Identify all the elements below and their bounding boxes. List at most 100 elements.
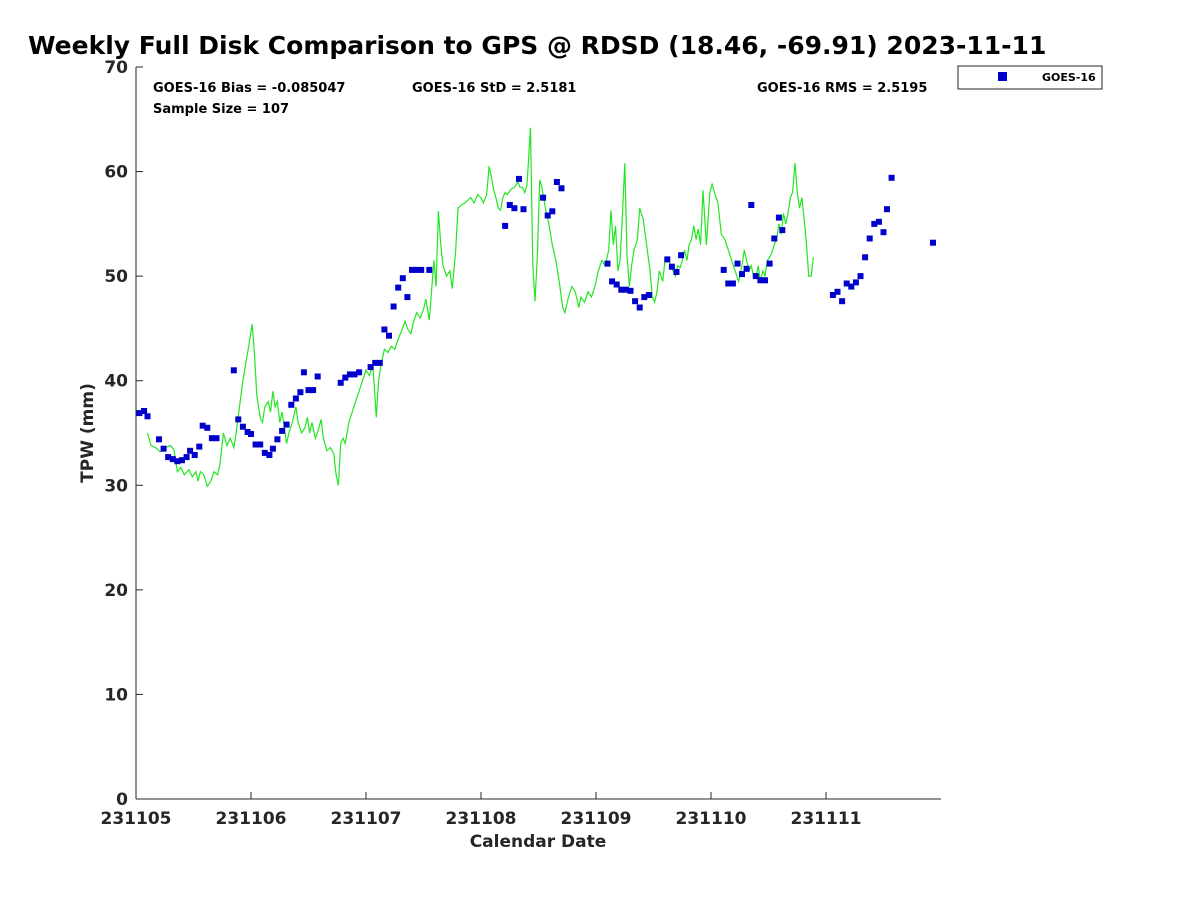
goes-16-point — [213, 435, 220, 442]
goes-16-point — [342, 374, 349, 381]
goes-16-point — [144, 413, 151, 420]
goes-16-point — [613, 281, 620, 288]
gps-series-line — [146, 127, 814, 488]
goes-16-point — [852, 279, 859, 286]
goes-16-point — [729, 280, 736, 287]
goes-16-point — [757, 277, 764, 284]
goes-16-point — [395, 284, 402, 291]
goes-16-point — [310, 387, 317, 394]
goes-16-point — [244, 429, 251, 435]
goes-16-point — [734, 260, 741, 267]
goes-16-point — [673, 269, 680, 275]
goes-16-point — [664, 256, 671, 263]
goes-16-point — [866, 235, 873, 242]
x-tick-label: 231106 — [216, 809, 287, 829]
goes-16-point — [399, 275, 406, 282]
goes-16-point — [762, 277, 768, 284]
goes-16-point — [743, 265, 750, 272]
goes-16-point — [725, 280, 732, 287]
x-axis-label: Calendar Date — [470, 832, 607, 852]
goes-16-point — [261, 449, 268, 456]
goes-16-point — [618, 286, 625, 293]
x-tick-label: 231108 — [446, 809, 517, 829]
sample-size-stat: Sample Size = 107 — [153, 102, 289, 117]
goes-16-point — [199, 422, 206, 429]
goes-16-point — [248, 431, 254, 437]
goes-16-point — [848, 283, 855, 290]
goes-16-point — [179, 457, 185, 464]
chart-title: Weekly Full Disk Comparison to GPS @ RDS… — [28, 31, 1046, 60]
legend-marker — [998, 72, 1007, 81]
y-tick-label: 10 — [104, 685, 128, 705]
goes-16-point — [668, 263, 675, 270]
goes-16-point — [386, 332, 392, 339]
goes-16-point — [839, 298, 846, 305]
y-tick-label: 0 — [116, 790, 128, 810]
goes-16-point — [314, 373, 321, 380]
goes-16-point — [884, 206, 890, 213]
goes-16-point — [351, 371, 358, 378]
goes-16-point — [283, 421, 290, 428]
goes-16-point — [857, 273, 864, 280]
goes-16-point — [300, 369, 307, 376]
goes-16-point — [372, 359, 379, 366]
y-tick-label: 70 — [104, 58, 128, 78]
goes-16-point — [549, 208, 556, 215]
goes-16-point — [337, 379, 344, 386]
y-tick-label: 40 — [104, 372, 128, 392]
goes-16-point — [141, 408, 148, 414]
goes-16-point — [720, 266, 727, 273]
goes-16-point — [775, 214, 782, 221]
goes-16-point — [678, 252, 685, 259]
goes-16-point — [752, 273, 759, 280]
x-tick-label: 231110 — [676, 809, 747, 829]
goes-16-point — [288, 401, 295, 408]
goes-16-point — [540, 194, 547, 201]
goes-16-point — [239, 423, 246, 430]
goes-16-point — [641, 294, 648, 301]
goes-16-point — [136, 410, 143, 417]
goes-16-point — [502, 222, 509, 229]
goes-16-point — [627, 287, 634, 294]
goes-16-point — [413, 266, 420, 273]
goes-16-point — [257, 441, 264, 448]
goes-16-point — [843, 280, 850, 287]
goes-16-point — [511, 205, 518, 212]
y-tick-label: 30 — [104, 476, 128, 496]
goes-16-point — [930, 239, 936, 246]
x-tick-label: 231111 — [791, 809, 862, 829]
goes-16-point — [748, 202, 755, 208]
goes-16-point — [235, 416, 242, 423]
goes-16-point — [252, 441, 259, 448]
goes-16-point — [888, 174, 895, 181]
goes-16-point — [544, 212, 551, 219]
goes-16-point — [609, 278, 616, 285]
goes-16-point — [279, 427, 286, 434]
goes-16-point — [604, 260, 611, 267]
goes-16-point — [426, 266, 433, 273]
goes-16-point — [165, 454, 172, 461]
y-tick-label: 50 — [104, 267, 128, 287]
goes-16-point — [266, 452, 273, 458]
goes-16-point — [766, 260, 773, 267]
goes-16-point — [834, 288, 841, 295]
goes-16-point — [196, 443, 203, 450]
goes-16-point — [520, 206, 527, 213]
goes-16-point — [636, 304, 643, 311]
goes-16-series-points — [136, 174, 936, 465]
goes-16-point — [779, 227, 786, 234]
goes-16-point — [645, 292, 652, 298]
legend-box — [957, 65, 1103, 90]
goes-16-point — [381, 326, 388, 333]
y-tick-label: 20 — [104, 581, 128, 601]
legend: GOES-16 — [957, 65, 1103, 90]
goes-16-point — [274, 436, 281, 443]
goes-16-point — [160, 445, 167, 452]
goes-16-point — [183, 454, 190, 461]
goes-16-point — [367, 364, 374, 371]
y-axis-label: TPW (mm) — [78, 383, 98, 483]
x-tick-label: 231105 — [101, 809, 172, 829]
goes-16-point — [829, 292, 836, 298]
goes-16-point — [230, 367, 237, 374]
